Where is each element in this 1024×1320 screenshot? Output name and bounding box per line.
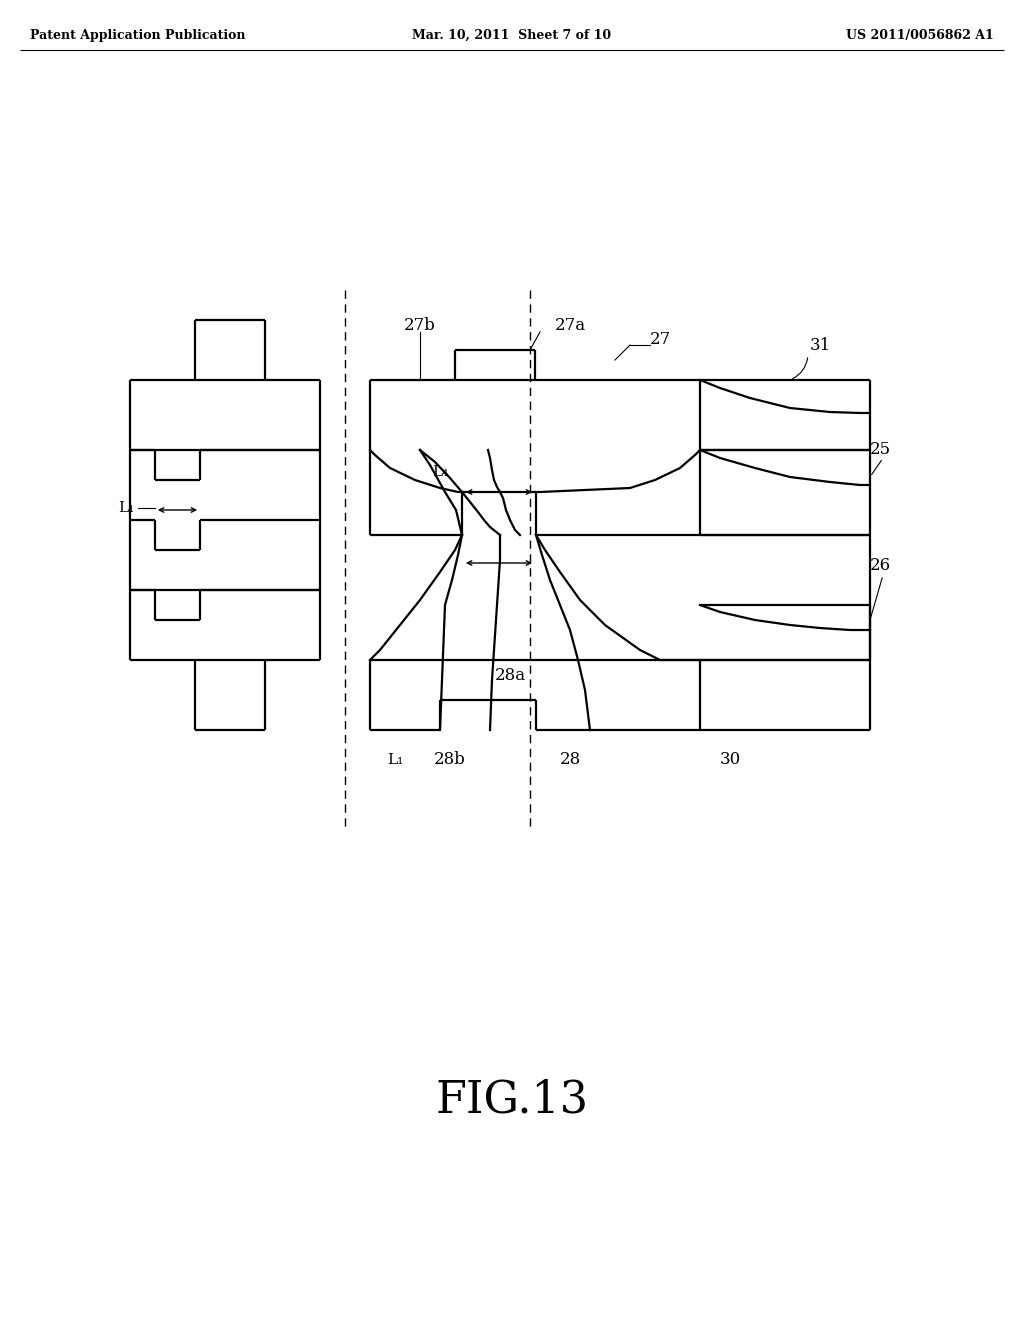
Text: 30: 30	[720, 751, 740, 768]
Text: L₁: L₁	[387, 752, 403, 767]
Text: L₄: L₄	[432, 465, 449, 479]
Text: 31: 31	[809, 337, 830, 354]
Text: FIG.13: FIG.13	[435, 1078, 589, 1122]
Text: 27: 27	[649, 331, 671, 348]
Text: 27b: 27b	[404, 317, 436, 334]
Text: L₁: L₁	[118, 502, 134, 515]
Text: 28a: 28a	[495, 667, 525, 684]
Text: 25: 25	[870, 441, 891, 458]
Text: 26: 26	[870, 557, 891, 573]
Text: Mar. 10, 2011  Sheet 7 of 10: Mar. 10, 2011 Sheet 7 of 10	[413, 29, 611, 41]
Text: 28: 28	[559, 751, 581, 768]
Text: US 2011/0056862 A1: US 2011/0056862 A1	[846, 29, 994, 41]
Text: Patent Application Publication: Patent Application Publication	[30, 29, 246, 41]
Text: 28b: 28b	[434, 751, 466, 768]
Text: 27a: 27a	[554, 317, 586, 334]
